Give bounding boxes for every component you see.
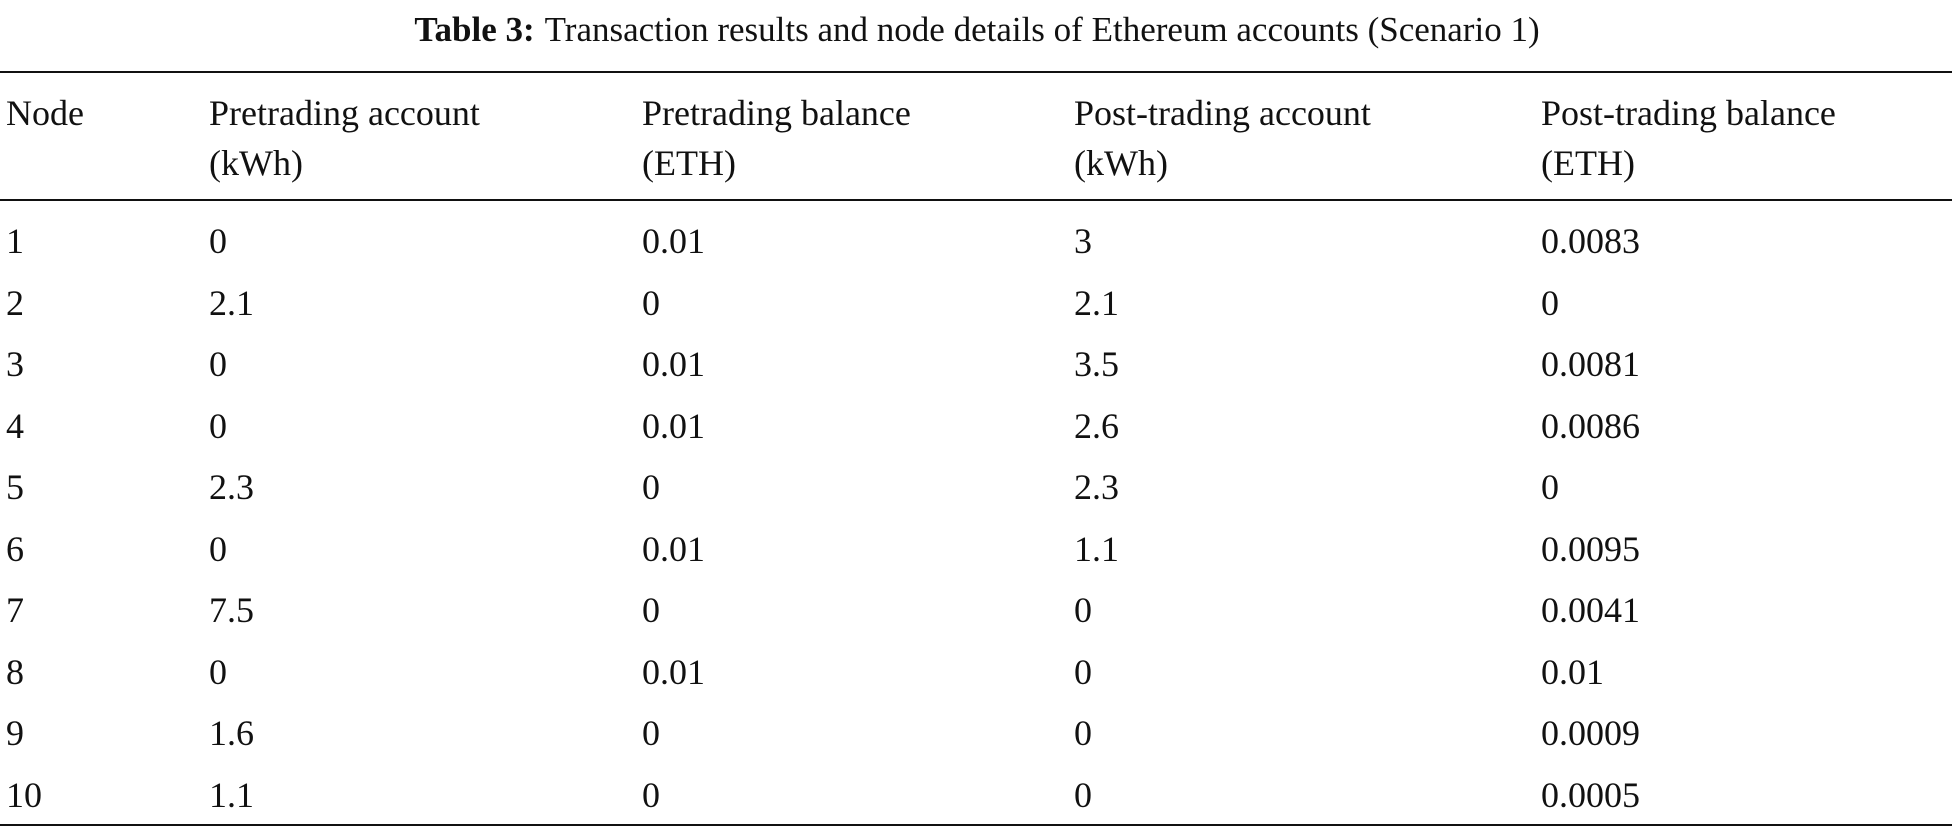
table-cell: 3: [1074, 221, 1092, 261]
table-cell: 2.6: [1074, 405, 1119, 446]
table-cell: 0.01: [642, 344, 705, 384]
table-cell: 3.5: [1074, 344, 1119, 384]
header-cell: (ETH): [1541, 143, 1635, 183]
table-cell: 2.1: [209, 282, 254, 323]
table-cell: 0.0095: [1541, 528, 1640, 569]
table-cell: 2.3: [209, 467, 254, 507]
header-cell: (ETH): [642, 143, 736, 183]
table-cell: 9: [6, 713, 24, 753]
header-cell: (kWh): [209, 143, 303, 183]
table-cell: 0: [1074, 590, 1092, 630]
table-cell: 0: [209, 221, 227, 261]
table-cell: 0.01: [642, 405, 705, 446]
table-cell: 0.0005: [1541, 774, 1640, 815]
caption-text: Transaction results and node details of …: [544, 10, 1540, 49]
table-cell: 2: [6, 282, 24, 323]
table-cell: 1: [6, 221, 24, 261]
table-cell: 0: [642, 713, 660, 753]
table-cell: 0: [1074, 713, 1092, 753]
table-cell: 7.5: [209, 590, 254, 630]
header-cell: Pretrading account: [209, 93, 480, 133]
bottom-rule: [0, 824, 1952, 826]
table-cell: 0: [1074, 774, 1092, 815]
table-cell: 4: [6, 405, 24, 446]
table-cell: 0.01: [642, 651, 705, 692]
table-cell: 0.0081: [1541, 344, 1640, 384]
header-cell: (kWh): [1074, 143, 1168, 183]
table-cell: 0: [642, 282, 660, 323]
table-cell: 0: [209, 344, 227, 384]
header-cell: Post-trading account: [1074, 93, 1371, 133]
table-cell: 0.0086: [1541, 405, 1640, 446]
table-cell: 3: [6, 344, 24, 384]
table-cell: 0.01: [1541, 651, 1604, 692]
table-cell: 6: [6, 528, 24, 569]
table-cell: 0: [642, 467, 660, 507]
table-cell: 0: [209, 651, 227, 692]
table-cell: 0.01: [642, 528, 705, 569]
top-rule: [0, 71, 1952, 73]
table-cell: 0: [642, 774, 660, 815]
table-cell: 0: [1541, 467, 1559, 507]
table-cell: 0: [642, 590, 660, 630]
mid-rule: [0, 199, 1952, 201]
table-cell: 0: [209, 405, 227, 446]
header-cell: Post-trading balance: [1541, 93, 1836, 133]
table-cell: 0.0083: [1541, 221, 1640, 261]
header-cell: Node: [6, 93, 84, 133]
table-cell: 1.1: [209, 774, 254, 815]
table-cell: 0.01: [642, 221, 705, 261]
table-cell: 1.1: [1074, 528, 1119, 569]
table-cell: 10: [6, 774, 42, 815]
table-cell: 2.1: [1074, 282, 1119, 323]
table-cell: 8: [6, 651, 24, 692]
table-cell: 7: [6, 590, 24, 630]
table-cell: 0.0041: [1541, 590, 1640, 630]
table-cell: 5: [6, 467, 24, 507]
table-cell: 0: [1074, 651, 1092, 692]
caption-label: Table 3:: [414, 10, 535, 49]
header-cell: Pretrading balance: [642, 93, 911, 133]
table-cell: 0: [209, 528, 227, 569]
table-cell: 1.6: [209, 713, 254, 753]
table-cell: 2.3: [1074, 467, 1119, 507]
caption: Table 3: Transaction results and node det…: [0, 10, 1954, 50]
table-cell: 0: [1541, 282, 1559, 323]
table-cell: 0.0009: [1541, 713, 1640, 753]
